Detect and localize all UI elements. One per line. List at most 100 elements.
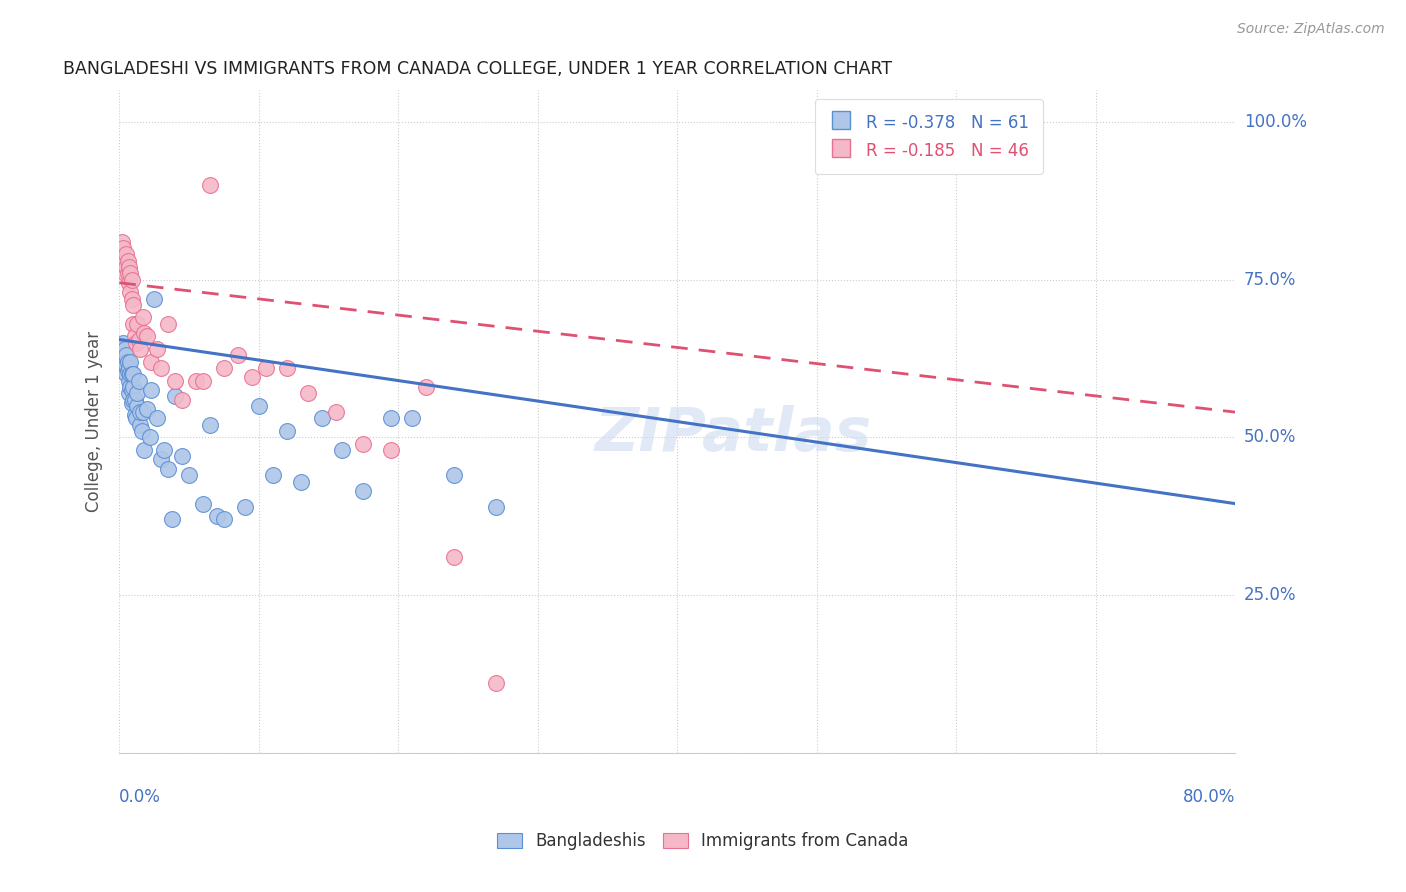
Point — [134, 442, 156, 457]
Point — [132, 405, 155, 419]
Point — [143, 292, 166, 306]
Point — [122, 298, 145, 312]
Point — [114, 354, 136, 368]
Point — [162, 512, 184, 526]
Point — [118, 260, 141, 274]
Point — [121, 395, 143, 409]
Point — [184, 374, 207, 388]
Point — [153, 442, 176, 457]
Point — [120, 266, 142, 280]
Point — [247, 399, 270, 413]
Point — [117, 354, 139, 368]
Point — [112, 335, 135, 350]
Point — [118, 360, 141, 375]
Point — [485, 500, 508, 514]
Point — [112, 253, 135, 268]
Point — [127, 386, 149, 401]
Point — [120, 285, 142, 300]
Point — [198, 178, 221, 192]
Text: 80.0%: 80.0% — [1182, 788, 1236, 805]
Text: ZIPatlas: ZIPatlas — [595, 405, 872, 465]
Point — [111, 339, 134, 353]
Point — [121, 292, 143, 306]
Point — [127, 317, 149, 331]
Point — [191, 374, 214, 388]
Point — [212, 512, 235, 526]
Point — [311, 411, 333, 425]
Point — [111, 235, 134, 249]
Point — [122, 317, 145, 331]
Point — [129, 342, 152, 356]
Point — [121, 383, 143, 397]
Point — [121, 272, 143, 286]
Point — [115, 358, 138, 372]
Text: 100.0%: 100.0% — [1244, 112, 1306, 131]
Point — [114, 342, 136, 356]
Text: BANGLADESHI VS IMMIGRANTS FROM CANADA COLLEGE, UNDER 1 YEAR CORRELATION CHART: BANGLADESHI VS IMMIGRANTS FROM CANADA CO… — [63, 60, 893, 78]
Point — [111, 247, 134, 261]
Point — [165, 389, 187, 403]
Text: 25.0%: 25.0% — [1244, 586, 1296, 604]
Point — [125, 411, 148, 425]
Point — [212, 360, 235, 375]
Y-axis label: College, Under 1 year: College, Under 1 year — [86, 331, 103, 512]
Point — [121, 368, 143, 382]
Point — [233, 500, 256, 514]
Point — [122, 380, 145, 394]
Text: 75.0%: 75.0% — [1244, 270, 1296, 289]
Point — [124, 409, 146, 423]
Point — [132, 310, 155, 325]
Point — [127, 399, 149, 413]
Point — [146, 342, 169, 356]
Point — [115, 247, 138, 261]
Point — [165, 374, 187, 388]
Point — [118, 374, 141, 388]
Point — [325, 405, 347, 419]
Point — [128, 374, 150, 388]
Point — [352, 436, 374, 450]
Text: 50.0%: 50.0% — [1244, 428, 1296, 446]
Point — [170, 392, 193, 407]
Point — [120, 380, 142, 394]
Point — [129, 417, 152, 432]
Point — [297, 386, 319, 401]
Point — [157, 317, 180, 331]
Point — [401, 411, 423, 425]
Point — [117, 364, 139, 378]
Point — [125, 335, 148, 350]
Point — [124, 329, 146, 343]
Point — [380, 411, 402, 425]
Point — [117, 266, 139, 280]
Point — [141, 383, 163, 397]
Point — [131, 424, 153, 438]
Point — [332, 442, 354, 457]
Point — [122, 368, 145, 382]
Point — [262, 468, 284, 483]
Point — [191, 497, 214, 511]
Point — [141, 354, 163, 368]
Point — [124, 392, 146, 407]
Point — [128, 333, 150, 347]
Point — [115, 368, 138, 382]
Point — [129, 405, 152, 419]
Point — [226, 348, 249, 362]
Point — [115, 260, 138, 274]
Point — [415, 380, 437, 394]
Point — [276, 424, 298, 438]
Point — [240, 370, 263, 384]
Point — [380, 442, 402, 457]
Text: Source: ZipAtlas.com: Source: ZipAtlas.com — [1237, 22, 1385, 37]
Point — [157, 462, 180, 476]
Point — [118, 276, 141, 290]
Legend: Bangladeshis, Immigrants from Canada: Bangladeshis, Immigrants from Canada — [491, 826, 915, 857]
Point — [352, 483, 374, 498]
Point — [111, 345, 134, 359]
Point — [290, 475, 312, 489]
Point — [205, 509, 228, 524]
Point — [150, 452, 173, 467]
Point — [122, 392, 145, 407]
Point — [112, 241, 135, 255]
Point — [170, 450, 193, 464]
Point — [139, 430, 162, 444]
Point — [136, 401, 159, 416]
